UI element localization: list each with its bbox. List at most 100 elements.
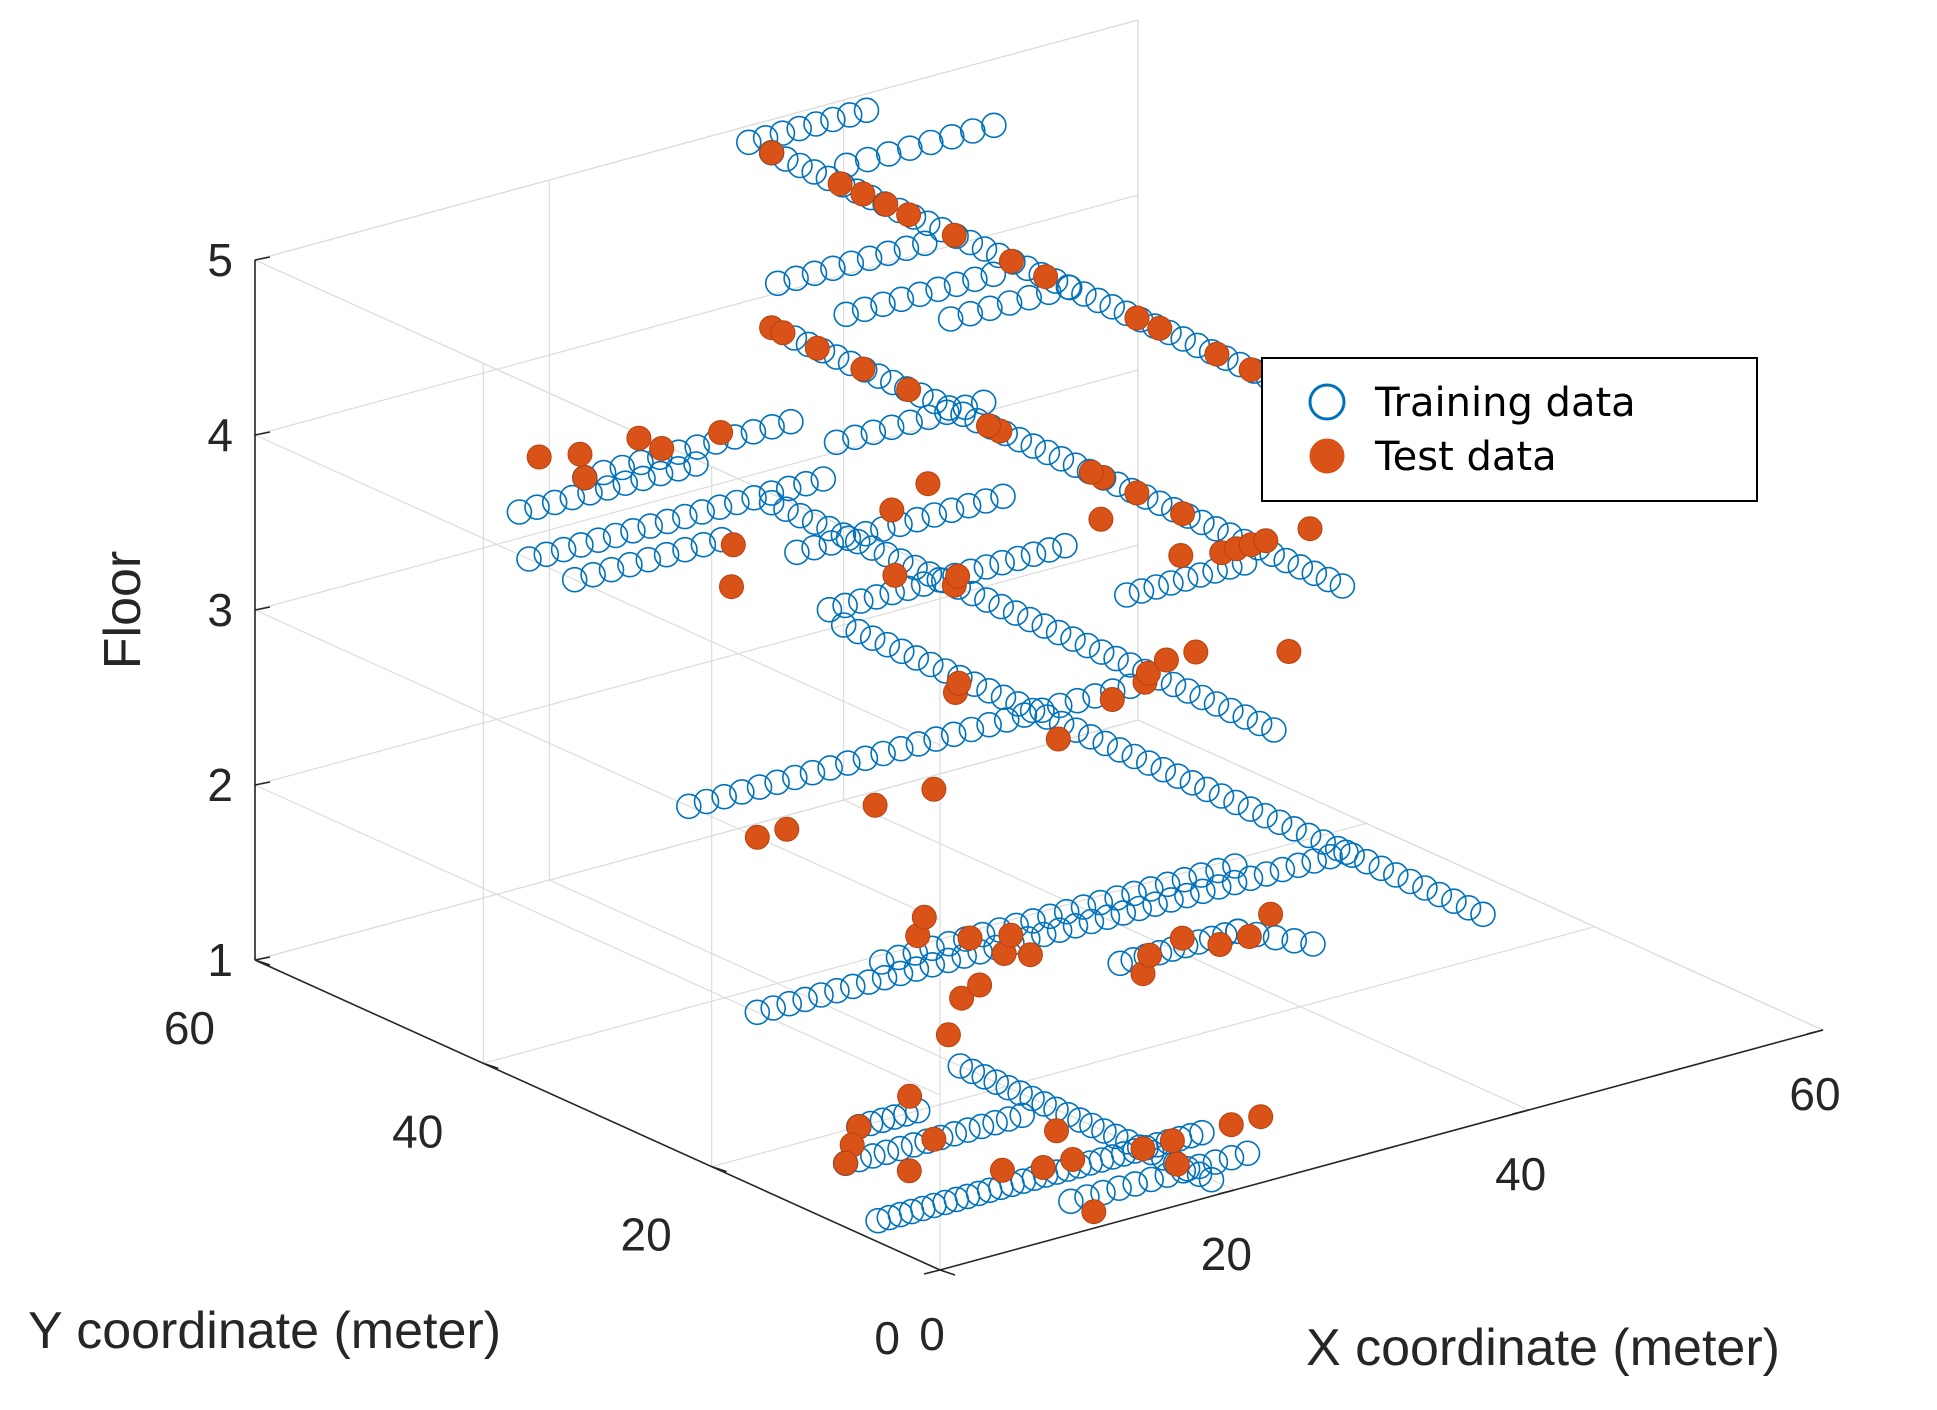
legend-box	[1261, 357, 1758, 502]
training-point	[959, 118, 986, 144]
training-point	[1315, 566, 1342, 593]
training-point	[1099, 293, 1125, 320]
training-point	[1067, 1107, 1093, 1133]
training-point	[783, 265, 809, 292]
training-point	[735, 129, 762, 156]
training-point	[1281, 927, 1307, 954]
test-point	[1135, 660, 1161, 686]
training-point	[1070, 894, 1097, 920]
training-point	[835, 525, 862, 552]
test-point	[967, 972, 993, 998]
y-tick-label: 40	[392, 1105, 443, 1157]
test-point	[915, 471, 941, 497]
training-point	[852, 745, 879, 772]
training-point	[801, 159, 828, 185]
training-point	[982, 1109, 1008, 1136]
training-point	[968, 1113, 995, 1140]
training-point	[1203, 691, 1230, 717]
training-point	[1031, 613, 1058, 639]
training-point	[1107, 950, 1133, 977]
test-point	[1147, 315, 1173, 341]
z-tick-label: 1	[207, 934, 233, 986]
training-point	[1031, 1091, 1057, 1117]
test-point	[526, 444, 552, 470]
z-tick-label: 5	[207, 234, 233, 286]
x-tick-mark	[923, 1269, 941, 1275]
training-point	[799, 759, 826, 786]
training-point	[1103, 1123, 1129, 1150]
training-point	[1221, 869, 1248, 896]
training-point	[833, 301, 860, 328]
grid-line	[254, 719, 1139, 961]
legend-training-label: Training data	[1374, 380, 1636, 426]
training-point	[816, 596, 843, 623]
training-point	[1034, 439, 1061, 466]
training-point	[1019, 697, 1046, 724]
training-point	[612, 470, 639, 497]
x-tick-label: 20	[1201, 1228, 1252, 1280]
training-point	[989, 549, 1015, 576]
training-point	[711, 783, 738, 810]
training-point	[1188, 862, 1214, 888]
test-point	[862, 792, 888, 818]
test-point	[1045, 726, 1071, 752]
training-point	[1273, 547, 1299, 574]
training-point	[906, 281, 933, 308]
training-point	[905, 731, 932, 757]
training-point	[1138, 876, 1164, 902]
training-point	[786, 115, 813, 142]
training-point	[1339, 842, 1365, 869]
training-point	[838, 250, 865, 277]
training-point	[1203, 515, 1229, 542]
training-point	[1037, 903, 1063, 930]
training-point	[925, 276, 951, 303]
training-point	[863, 584, 890, 610]
test-point	[998, 248, 1024, 274]
training-point	[778, 408, 804, 435]
grid-line	[254, 194, 1139, 436]
test-point	[896, 377, 922, 403]
training-point	[1142, 891, 1168, 918]
training-point	[923, 726, 949, 752]
test-point	[1044, 1118, 1069, 1144]
training-point	[820, 106, 846, 133]
training-point	[1194, 776, 1220, 803]
x-axis-title: X coordinate (meter)	[1306, 1319, 1780, 1377]
grid-line	[254, 544, 1139, 786]
training-point	[1046, 917, 1073, 944]
training-point	[1110, 900, 1137, 926]
test-point	[1169, 925, 1195, 951]
training-point	[938, 497, 965, 524]
test-point	[882, 562, 908, 588]
training-point	[801, 260, 828, 287]
training-point	[801, 534, 827, 561]
y-tick-label: 0	[874, 1312, 900, 1364]
x-axis-line	[939, 1029, 1824, 1271]
training-point	[1329, 573, 1356, 599]
test-point	[949, 985, 975, 1011]
test-point	[946, 670, 972, 696]
training-point	[832, 592, 858, 619]
training-point	[955, 492, 982, 519]
training-point	[851, 296, 878, 323]
training-point	[1055, 274, 1082, 300]
training-point	[764, 270, 791, 297]
training-point	[1020, 908, 1046, 934]
training-point	[1171, 866, 1198, 893]
training-point	[1269, 856, 1296, 883]
training-point	[995, 1074, 1022, 1101]
training-point	[1079, 1112, 1105, 1139]
training-point	[971, 236, 998, 262]
training-point	[1354, 848, 1380, 875]
x-tick-mark	[1512, 1109, 1529, 1115]
training-point	[630, 465, 656, 492]
test-point	[921, 1126, 947, 1152]
training-point	[911, 230, 938, 257]
training-point	[977, 295, 1003, 322]
training-point	[1138, 1166, 1164, 1193]
training-point	[1179, 769, 1206, 796]
training-point	[897, 409, 923, 436]
training-point	[937, 306, 964, 332]
training-point	[972, 488, 999, 514]
training-point	[1237, 865, 1264, 892]
